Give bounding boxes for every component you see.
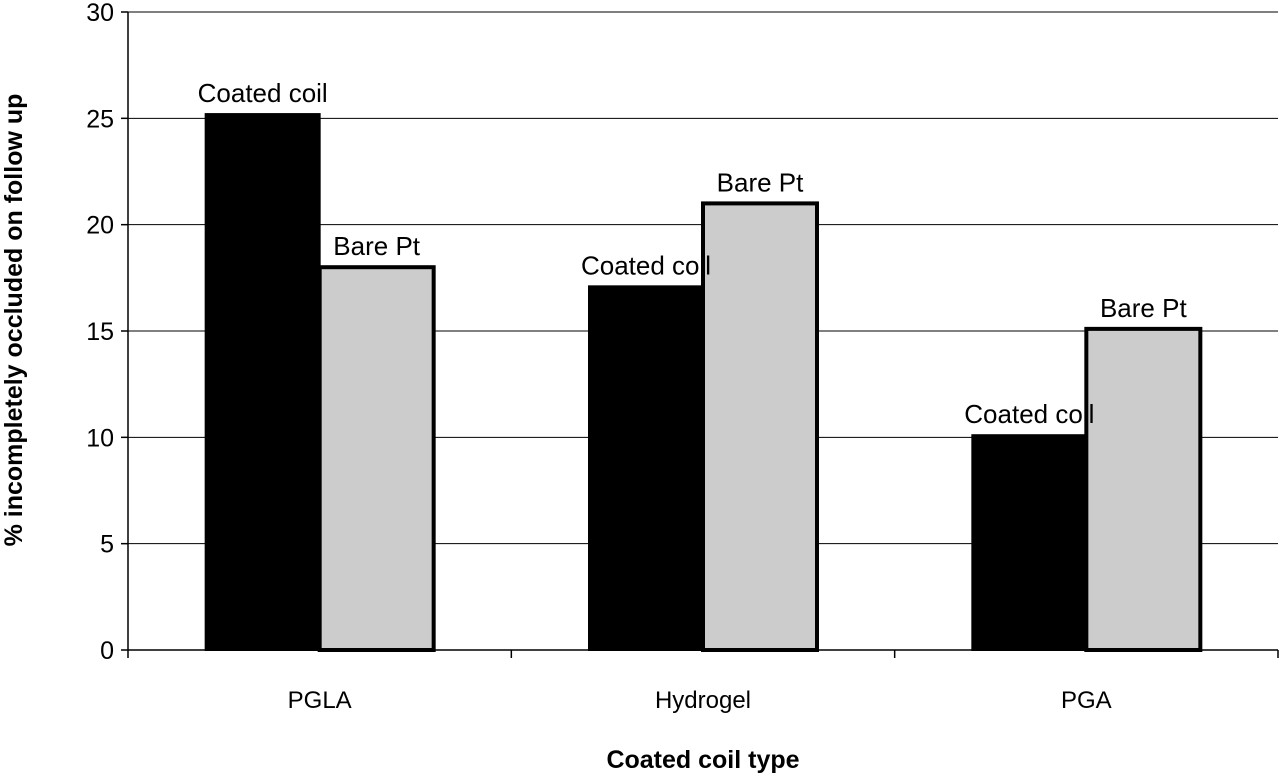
bars [204, 113, 1203, 652]
y-tick-label: 30 [86, 0, 114, 27]
y-tick-label: 15 [86, 318, 114, 346]
data-label: Bare Pt [1100, 293, 1187, 323]
y-tick-label: 0 [100, 637, 114, 665]
x-tick-label: PGA [1061, 687, 1112, 714]
data-label: Bare Pt [333, 231, 420, 261]
data-label: Coated coil [964, 399, 1094, 429]
data-label: Bare Pt [717, 167, 804, 197]
y-tick-label: 20 [86, 212, 114, 240]
y-tick-label: 5 [100, 531, 114, 559]
data-labels: Coated coil Bare Pt Coated coil Bare Pt Coat… [198, 78, 1188, 429]
bar-bare-pt [317, 265, 436, 652]
data-label: Coated coil [198, 78, 328, 108]
x-axis-title: Coated coil type [606, 746, 799, 774]
bar-coated-coil [971, 434, 1088, 651]
x-axis-ticks: PGLA Hydrogel PGA [127, 650, 1279, 714]
bar-bare-pt [1084, 326, 1203, 652]
y-tick-label: 25 [86, 105, 114, 133]
x-tick-label: PGLA [288, 687, 352, 714]
bar-bare-pt [701, 201, 819, 652]
bar-coated-coil [204, 113, 321, 651]
y-tick-label: 10 [86, 424, 114, 452]
y-axis-title: % incompletely occluded on follow up [0, 94, 28, 547]
data-label: Coated coil [581, 250, 711, 280]
x-tick-label: Hydrogel [655, 687, 751, 714]
bar-coated-coil [588, 285, 704, 651]
y-axis-ticks: 0 5 10 15 20 25 30 [86, 0, 128, 665]
